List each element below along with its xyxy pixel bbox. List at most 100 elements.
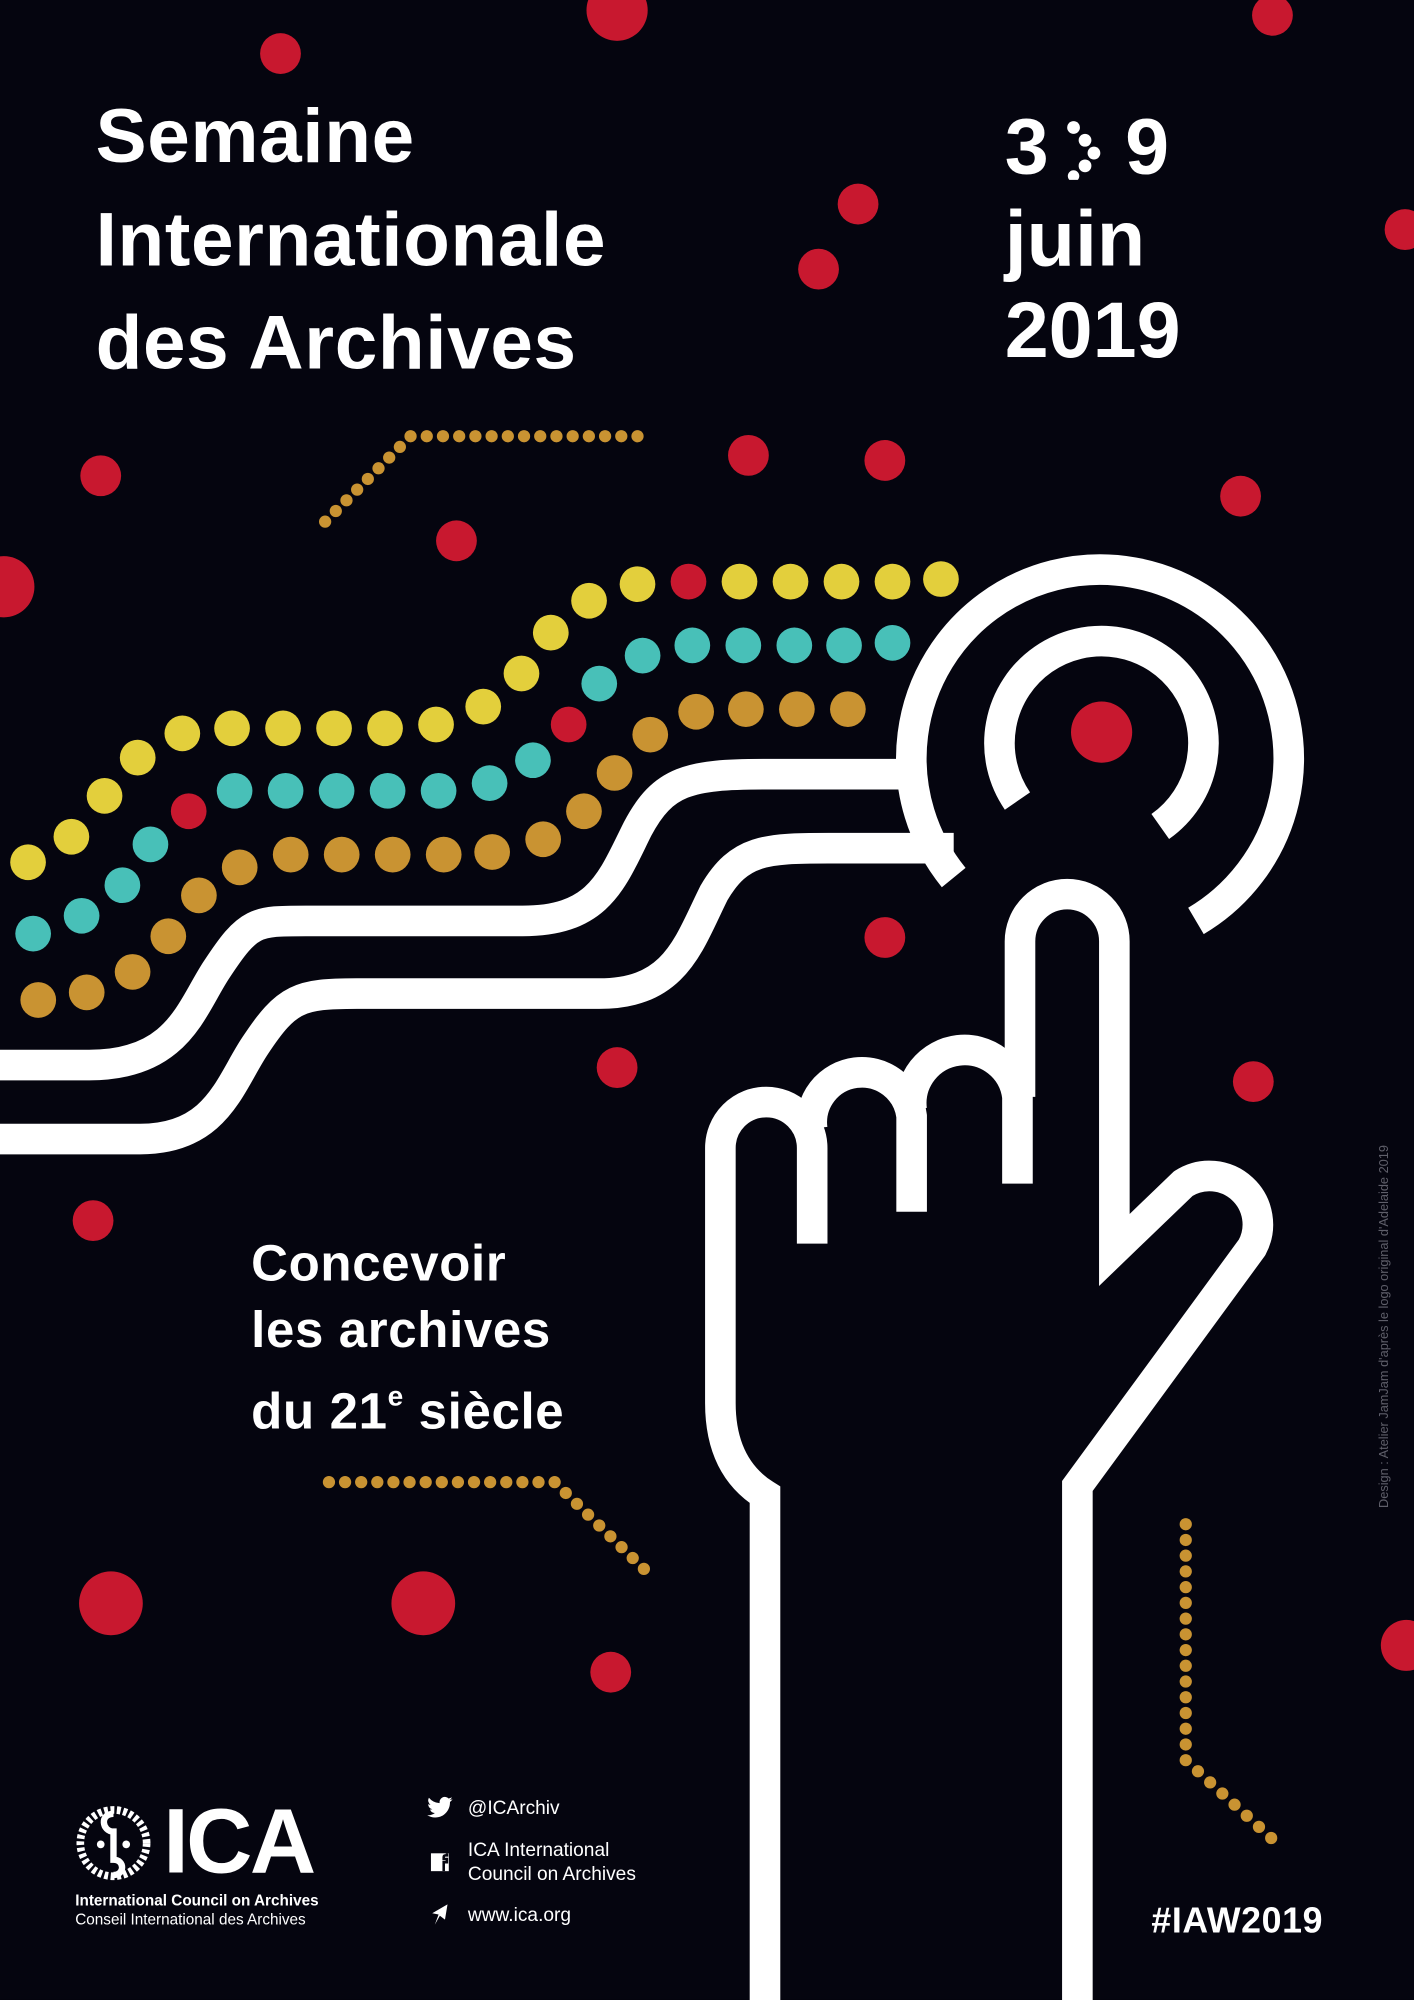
small-ochre-dot	[338, 1476, 352, 1489]
small-ochre-dot	[393, 440, 406, 454]
date-end: 9	[1125, 103, 1170, 192]
hand-pinky	[705, 1086, 828, 2000]
yellow-dot	[772, 563, 809, 600]
red-dot	[80, 455, 122, 497]
event-date: 3 9 juin 2019	[1005, 102, 1181, 378]
upper-white-line	[0, 758, 921, 1081]
small-ochre-dot	[404, 430, 417, 443]
small-ochre-dot	[329, 504, 342, 518]
website-link[interactable]: www.ica.org	[427, 1903, 571, 1927]
design-credit: Design : Atelier JamJam d'après le logo …	[1377, 1145, 1392, 1508]
yellow-dot	[503, 655, 540, 692]
teal-dot	[776, 627, 813, 664]
red-dot	[798, 248, 839, 290]
teal-dot	[725, 627, 762, 664]
ochre-dot	[678, 693, 714, 730]
small-ochre-dot	[351, 483, 364, 496]
yellow-dot	[265, 710, 301, 747]
date-month: juin	[1004, 195, 1146, 284]
small-ochre-dot	[548, 1476, 561, 1489]
red-dot	[670, 563, 707, 600]
small-ochre-dot	[420, 430, 433, 443]
small-ochre-dot	[419, 1476, 432, 1489]
ochre-dot	[596, 755, 633, 791]
yellow-dot	[53, 818, 90, 855]
small-ochre-dot	[355, 1476, 368, 1489]
yellow-dot	[619, 566, 656, 603]
ochre-dot	[525, 821, 561, 858]
small-ochre-dot	[361, 472, 374, 486]
small-ochre-dot	[559, 1486, 572, 1500]
yellow-dot	[367, 710, 403, 747]
small-ochre-dot	[467, 1476, 481, 1489]
small-ochre-dot	[1179, 1518, 1192, 1531]
ochre-dot	[20, 982, 57, 1018]
theme-line: du 21e siècle	[251, 1380, 565, 1441]
small-ochre-dot	[501, 430, 514, 443]
red-dot	[837, 183, 879, 225]
small-ochre-dot	[593, 1519, 606, 1532]
teal-dot	[420, 772, 457, 809]
small-ochre-dot	[1179, 1596, 1192, 1610]
teal-dot	[15, 915, 51, 952]
yellow-dot	[923, 561, 959, 597]
red-dot	[0, 556, 35, 618]
ochre-dot	[150, 918, 187, 955]
teal-dot	[216, 772, 253, 809]
ochre-dot	[272, 836, 309, 873]
small-ochre-dot	[371, 1476, 384, 1489]
teal-dot	[471, 765, 508, 802]
small-ochre-dot	[532, 1476, 545, 1489]
yellow-dot	[164, 715, 201, 752]
small-ochre-dot	[631, 430, 644, 443]
ochre-dot	[632, 716, 669, 753]
small-ochre-dot	[451, 1476, 465, 1489]
small-ochre-dot	[517, 430, 531, 443]
yellow-dot	[316, 710, 352, 747]
facebook-icon	[430, 1853, 449, 1872]
website-url: www.ica.org	[467, 1904, 572, 1927]
twitter-link[interactable]: @ICArchiv	[427, 1796, 560, 1820]
small-ochre-dot	[615, 430, 628, 443]
small-ochre-dot	[570, 1497, 584, 1510]
facebook-link[interactable]: ICA International Council on Archives	[427, 1838, 636, 1886]
title-line: des Archives	[95, 299, 577, 386]
twitter-icon	[427, 1796, 453, 1818]
yellow-dot	[10, 844, 46, 881]
yellow-dot	[532, 614, 569, 651]
dotted-arrow-icon	[1067, 121, 1101, 180]
small-ochre-dot	[1179, 1659, 1192, 1672]
event-theme: Concevoir les archives du 21e siècle	[251, 1231, 564, 1445]
small-ochre-dot	[453, 430, 466, 443]
small-ochre-dot	[637, 1562, 650, 1575]
small-ochre-dot	[1179, 1738, 1192, 1751]
small-ochre-dot	[485, 430, 498, 443]
small-ochre-dot	[322, 1476, 336, 1489]
small-ochre-dot	[383, 451, 396, 464]
facebook-name-line: Council on Archives	[467, 1863, 636, 1886]
small-ochre-dot	[1179, 1754, 1192, 1767]
yellow-dot	[571, 582, 607, 619]
facebook-name-line: ICA International	[467, 1839, 610, 1861]
small-ochre-dot	[1228, 1798, 1241, 1811]
yellow-dot	[465, 688, 502, 725]
yellow-dot	[214, 710, 250, 747]
small-ochre-dot	[1204, 1776, 1217, 1789]
small-ochre-dot	[436, 430, 450, 443]
ica-logo-icon	[76, 1806, 151, 1881]
title-line: Internationale	[95, 196, 607, 282]
small-ochre-dot	[550, 430, 563, 443]
small-ochre-dot	[516, 1476, 529, 1489]
ica-name-en: International Council on Archives	[75, 1891, 319, 1910]
white-lines	[0, 554, 1304, 2000]
small-ochre-dot	[469, 430, 482, 443]
outer-ring	[896, 554, 1304, 935]
teal-dot	[104, 867, 141, 904]
ochre-dot	[374, 836, 411, 873]
red-dot	[864, 440, 906, 481]
yellow-dot	[721, 563, 758, 600]
lower-white-line	[0, 832, 954, 1155]
small-ochre-dot	[582, 430, 595, 443]
ochre-dot	[114, 954, 151, 990]
small-ochre-dot	[1179, 1549, 1192, 1562]
